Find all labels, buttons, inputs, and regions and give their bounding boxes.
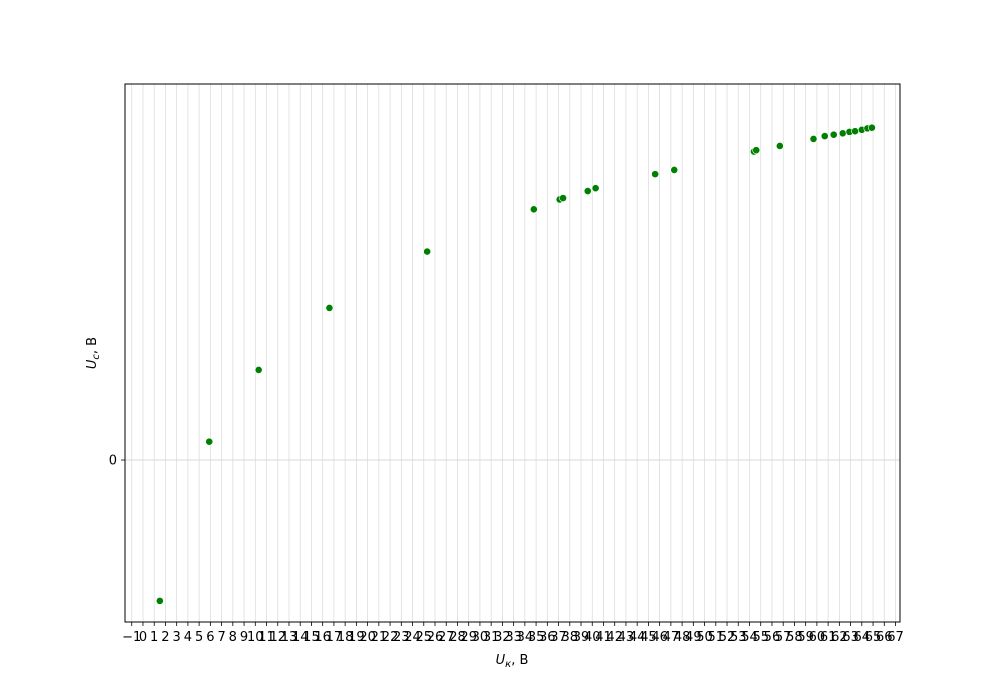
x-tick-label: 3 bbox=[173, 630, 181, 645]
x-tick-label: 52 bbox=[719, 630, 736, 645]
x-tick-label: 34 bbox=[517, 630, 534, 645]
x-tick-label: 14 bbox=[292, 630, 309, 645]
x-tick-label: 40 bbox=[584, 630, 601, 645]
x-tick-label: 62 bbox=[831, 630, 848, 645]
x-tick-label: 61 bbox=[820, 630, 837, 645]
x-tick-label: 64 bbox=[854, 630, 871, 645]
x-tick-label: 13 bbox=[281, 630, 298, 645]
x-tick-label: 32 bbox=[494, 630, 511, 645]
x-tick-label: 44 bbox=[629, 630, 646, 645]
scatter-point bbox=[851, 127, 859, 136]
x-tick-label: 26 bbox=[427, 630, 444, 645]
x-tick-label: 67 bbox=[887, 630, 904, 645]
x-tick-label: 21 bbox=[371, 630, 388, 645]
x-tick-label: 55 bbox=[752, 630, 769, 645]
x-tick-label: 65 bbox=[865, 630, 882, 645]
x-tick-label: 49 bbox=[685, 630, 702, 645]
scatter-point bbox=[254, 366, 263, 374]
x-tick-label: 56 bbox=[764, 630, 781, 645]
x-tick-label: 23 bbox=[393, 630, 410, 645]
x-tick-label: 47 bbox=[663, 630, 680, 645]
scatter-point bbox=[583, 187, 592, 195]
scatter-point bbox=[752, 146, 761, 155]
x-tick-label: 25 bbox=[415, 630, 432, 645]
x-tick-label: 16 bbox=[314, 630, 331, 645]
x-tick-label: 39 bbox=[573, 630, 590, 645]
x-tick-label: 15 bbox=[303, 630, 320, 645]
scatter-point bbox=[651, 170, 660, 179]
x-tick-label: 22 bbox=[382, 630, 399, 645]
scatter-point bbox=[820, 132, 829, 141]
x-tick-label: 18 bbox=[337, 630, 354, 645]
plot-area-frame bbox=[124, 83, 901, 623]
x-tick-label: 46 bbox=[651, 630, 668, 645]
x-tick-label: 41 bbox=[595, 630, 612, 645]
x-tick-label: 20 bbox=[359, 630, 376, 645]
x-tick-label: 2 bbox=[161, 630, 169, 645]
x-tick-label: 50 bbox=[696, 630, 713, 645]
scatter-point bbox=[829, 130, 838, 139]
scatter-point bbox=[670, 166, 679, 174]
grid bbox=[125, 84, 900, 622]
scatter-point bbox=[205, 437, 214, 446]
x-tick-label: −1 bbox=[122, 630, 141, 645]
scatter-point bbox=[809, 135, 818, 143]
x-tick-label: 45 bbox=[640, 630, 657, 645]
x-tick-label: 7 bbox=[217, 630, 225, 645]
x-tick-label: 54 bbox=[741, 630, 758, 645]
x-tick-label: 29 bbox=[460, 630, 477, 645]
x-tick-label: 28 bbox=[449, 630, 466, 645]
scatter-point bbox=[529, 205, 538, 214]
y-tick-label: 0 bbox=[109, 454, 117, 469]
x-tick-label: 59 bbox=[797, 630, 814, 645]
scatter-point bbox=[838, 129, 847, 138]
scatter-point bbox=[591, 184, 600, 193]
x-tick-label: 53 bbox=[730, 630, 747, 645]
scatter-point bbox=[868, 123, 876, 132]
scatter-point bbox=[155, 596, 164, 605]
x-tick-label: 33 bbox=[505, 630, 522, 645]
scatter-point bbox=[775, 142, 784, 150]
x-tick-label: 0 bbox=[139, 630, 147, 645]
x-tick-label: 36 bbox=[539, 630, 556, 645]
x-axis-title: Uк, В bbox=[496, 653, 529, 670]
x-tick-label: 63 bbox=[842, 630, 859, 645]
scatter-point bbox=[423, 247, 432, 256]
x-tick-label: 27 bbox=[438, 630, 455, 645]
x-tick-label: 66 bbox=[876, 630, 893, 645]
x-tick-label: 38 bbox=[562, 630, 579, 645]
x-tick-label: 19 bbox=[348, 630, 365, 645]
scatter-point bbox=[559, 194, 567, 202]
x-tick-label: 58 bbox=[786, 630, 803, 645]
x-tick-label: 35 bbox=[528, 630, 545, 645]
x-tick-label: 4 bbox=[184, 630, 192, 645]
x-tick-label: 5 bbox=[195, 630, 203, 645]
x-tick-label: 51 bbox=[708, 630, 725, 645]
x-tick-label: 24 bbox=[404, 630, 421, 645]
x-tick-label: 8 bbox=[229, 630, 237, 645]
x-tick-label: 57 bbox=[775, 630, 792, 645]
data-points bbox=[155, 123, 876, 605]
x-tick-label: 37 bbox=[550, 630, 567, 645]
x-tick-label: 6 bbox=[206, 630, 214, 645]
x-tick-label: 30 bbox=[472, 630, 489, 645]
x-tick-label: 9 bbox=[240, 630, 248, 645]
x-tick-label: 31 bbox=[483, 630, 500, 645]
x-tick-label: 11 bbox=[258, 630, 275, 645]
x-tick-label: 43 bbox=[618, 630, 635, 645]
x-tick-label: 60 bbox=[809, 630, 826, 645]
x-tick-label: 1 bbox=[150, 630, 158, 645]
x-tick-label: 17 bbox=[326, 630, 343, 645]
axis-ticks: −10 1 2 3 4 5 6 7 8 91011121314151617181920212223… bbox=[109, 454, 904, 645]
y-axis-title: Uс, В bbox=[85, 337, 102, 369]
x-tick-label: 10 bbox=[247, 630, 264, 645]
x-tick-label: 12 bbox=[269, 630, 286, 645]
scatter-point bbox=[325, 304, 334, 312]
x-tick-label: 42 bbox=[606, 630, 623, 645]
x-tick-label: 48 bbox=[674, 630, 691, 645]
